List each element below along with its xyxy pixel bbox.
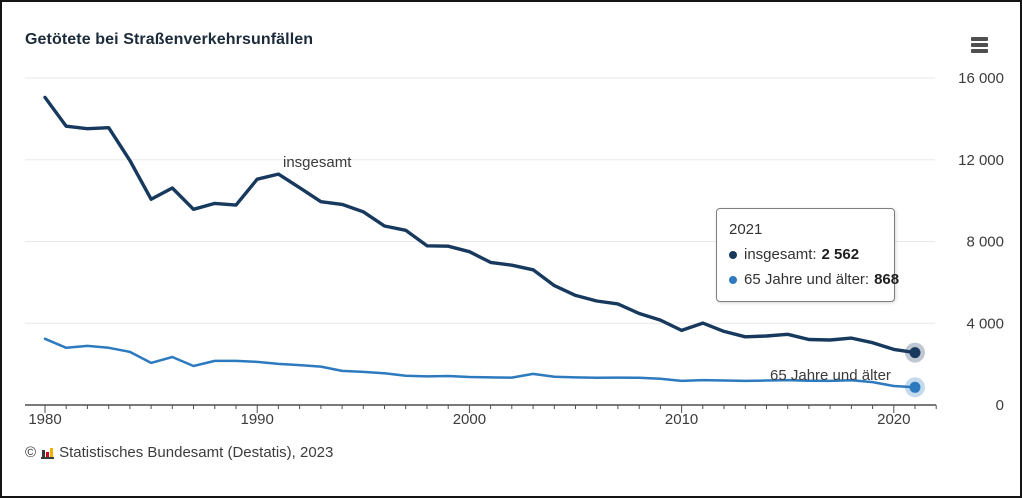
hamburger-menu-icon xyxy=(971,43,988,47)
series-dot-insgesamt xyxy=(729,250,737,259)
series-label-insgesamt: insgesamt xyxy=(283,154,352,171)
end-marker xyxy=(909,381,921,393)
tooltip-label: 65 Jahre und älter: xyxy=(744,271,870,288)
tooltip-value: 868 xyxy=(874,271,900,288)
end-marker xyxy=(909,347,921,359)
x-axis-label: 1980 xyxy=(28,411,61,428)
hamburger-menu-icon xyxy=(971,49,988,53)
tooltip: 2021 insgesamt: 2 562 65 Jahre und älter… xyxy=(716,208,899,302)
series-line-insgesamt xyxy=(43,95,917,355)
tooltip-year: 2021 xyxy=(729,221,763,238)
y-axis-label: 4 000 xyxy=(966,315,1004,332)
tooltip-row-65-jahre-und-aelter: 65 Jahre und älter: 868 xyxy=(729,267,899,292)
x-axis-label: 1990 xyxy=(241,411,274,428)
source-attribution: © Statistisches Bundesamt (Destatis), 20… xyxy=(25,444,333,461)
chart-title: Getötete bei Straßenverkehrsunfällen xyxy=(25,31,314,48)
hamburger-menu-icon xyxy=(971,37,988,41)
copyright-symbol: © xyxy=(25,444,37,461)
source-text: Statistisches Bundesamt (Destatis), 2023 xyxy=(59,444,334,461)
x-axis-label: 2000 xyxy=(453,411,486,428)
context-menu-button[interactable] xyxy=(971,36,993,54)
x-axis-label: 2020 xyxy=(877,411,910,428)
y-axis-label: 16 000 xyxy=(958,70,1004,87)
y-axis-label: 0 xyxy=(996,397,1004,414)
x-axis-label: 2010 xyxy=(665,411,698,428)
tooltip-label: insgesamt: xyxy=(744,246,817,263)
series-label-65-jahre-und-aelter: 65 Jahre und älter xyxy=(770,367,891,384)
destatis-logo-icon xyxy=(41,446,55,459)
y-axis-label: 12 000 xyxy=(958,152,1004,169)
series-line-65-jahre-und-aelter xyxy=(43,337,917,389)
tooltip-row-insgesamt: insgesamt: 2 562 xyxy=(729,242,882,267)
series-dot-65-jahre-und-aelter xyxy=(729,275,737,284)
tooltip-value: 2 562 xyxy=(821,246,860,263)
y-axis-label: 8 000 xyxy=(966,234,1004,251)
